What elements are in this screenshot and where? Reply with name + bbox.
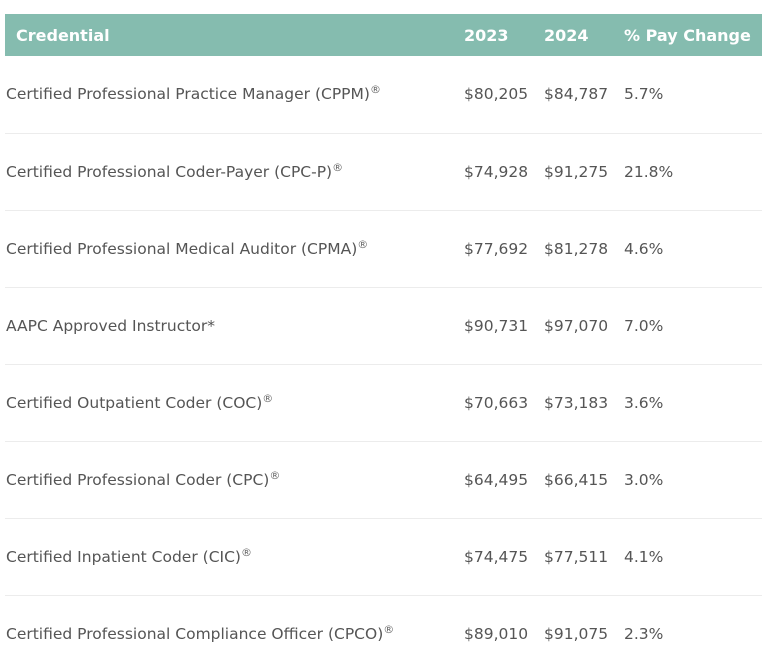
credential-cell: Certified Professional Practice Manager … (5, 56, 464, 133)
salary-2023-cell: $77,692 (464, 239, 529, 258)
salary-2023-cell: $64,495 (464, 470, 529, 489)
salary-2024-cell: $91,275 (544, 162, 609, 181)
salary-2023-cell: $74,475 (464, 547, 529, 566)
header-2023: 2023 (464, 25, 509, 45)
table-body: Certified Professional Practice Manager … (5, 56, 762, 667)
table-header: Credential 2023 2024 % Pay Change (5, 14, 762, 56)
credential-cell: AAPC Approved Instructor* (5, 287, 464, 364)
registered-mark: ® (383, 622, 395, 636)
pay-change-cell: 3.6% (624, 393, 664, 412)
credential-name: Certified Professional Coder-Payer (CPC-… (6, 162, 333, 181)
pay-change-cell: 3.0% (624, 470, 664, 489)
salary-2024-cell: $97,070 (544, 316, 609, 335)
salary-2024-cell: $91,075 (544, 624, 609, 643)
table-row: Certified Professional Compliance Office… (5, 595, 762, 667)
pay-change-cell: 5.7% (624, 85, 664, 104)
pay-change-cell: 4.6% (624, 239, 664, 258)
salary-2024-cell: $66,415 (544, 470, 609, 489)
pay-change-cell: 4.1% (624, 547, 664, 566)
salary-2024-cell: $73,183 (544, 393, 609, 412)
header-pay-change: % Pay Change (624, 25, 751, 45)
registered-mark: ® (332, 160, 344, 174)
credential-name: AAPC Approved Instructor* (6, 316, 215, 335)
salary-2024-cell: $84,787 (544, 85, 609, 104)
salary-2023-cell: $70,663 (464, 393, 529, 412)
credential-name: Certified Inpatient Coder (CIC) (6, 547, 241, 566)
registered-mark: ® (269, 468, 281, 482)
salary-2023-cell: $74,928 (464, 162, 529, 181)
registered-mark: ® (357, 237, 369, 251)
credential-cell: Certified Professional Compliance Office… (5, 595, 464, 667)
salary-2023-cell: $89,010 (464, 624, 529, 643)
pay-change-cell: 7.0% (624, 316, 664, 335)
header-row: Credential 2023 2024 % Pay Change (5, 14, 762, 56)
registered-mark: ® (262, 391, 274, 405)
credential-cell: Certified Professional Coder-Payer (CPC-… (5, 133, 464, 210)
salary-2023-cell: $80,205 (464, 85, 529, 104)
credential-name: Certified Professional Practice Manager … (6, 85, 370, 104)
table-row: Certified Professional Coder-Payer (CPC-… (5, 133, 762, 210)
pay-change-cell: 21.8% (624, 162, 674, 181)
table-row: Certified Professional Practice Manager … (5, 56, 762, 133)
registered-mark: ® (240, 545, 252, 559)
header-credential: Credential (16, 25, 110, 45)
header-2024: 2024 (544, 25, 589, 45)
pay-change-cell: 2.3% (624, 624, 664, 643)
table-row: AAPC Approved Instructor* $90,731 $97,07… (5, 287, 762, 364)
table-row: Certified Professional Coder (CPC)® $64,… (5, 441, 762, 518)
credential-cell: Certified Outpatient Coder (COC)® (5, 364, 464, 441)
credential-cell: Certified Professional Medical Auditor (… (5, 210, 464, 287)
credential-name: Certified Professional Compliance Office… (6, 624, 384, 643)
salary-2024-cell: $81,278 (544, 239, 609, 258)
credential-cell: Certified Professional Coder (CPC)® (5, 441, 464, 518)
table-row: Certified Outpatient Coder (COC)® $70,66… (5, 364, 762, 441)
credential-name: Certified Professional Medical Auditor (… (6, 239, 358, 258)
credential-name: Certified Outpatient Coder (COC) (6, 393, 263, 412)
registered-mark: ® (369, 83, 381, 97)
table-row: Certified Inpatient Coder (CIC)® $74,475… (5, 518, 762, 595)
salary-2024-cell: $77,511 (544, 547, 609, 566)
salary-table: Credential 2023 2024 % Pay Change Certif… (5, 14, 762, 667)
credential-cell: Certified Inpatient Coder (CIC)® (5, 518, 464, 595)
salary-2023-cell: $90,731 (464, 316, 529, 335)
credential-name: Certified Professional Coder (CPC) (6, 470, 270, 489)
table-row: Certified Professional Medical Auditor (… (5, 210, 762, 287)
